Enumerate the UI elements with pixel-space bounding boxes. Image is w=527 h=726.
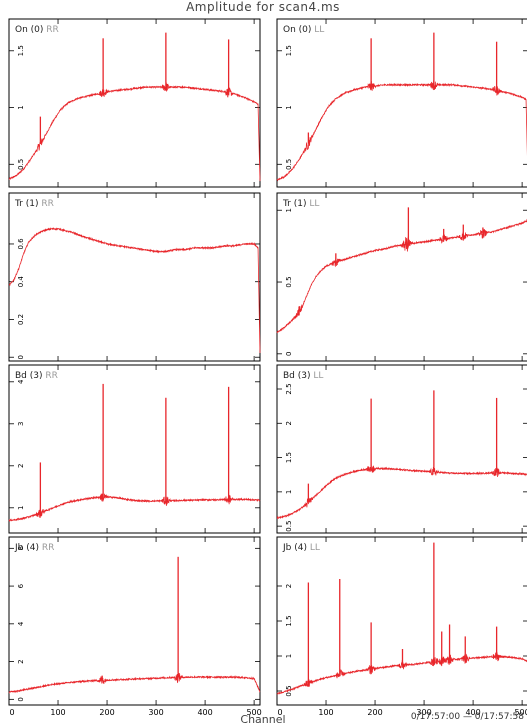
y-tick-label: 8: [17, 546, 25, 550]
y-tick-label: 2.5: [285, 383, 293, 394]
panel-title-antenna: On (0): [15, 25, 46, 35]
panel-frame: [8, 364, 261, 534]
y-tick-label: 0.4: [17, 276, 25, 288]
y-tick-label: 2: [285, 421, 293, 425]
chart-panel: 0 0.5 1Tr (1) LL: [276, 192, 527, 362]
panel-title-antenna: Bd (3): [283, 371, 313, 381]
y-tick-label: 3: [17, 422, 25, 426]
chart-panel: 0.5 1 1.5 2 2.5 Bd (3) LL: [276, 364, 527, 534]
amplitude-line: [276, 218, 527, 334]
x-tick-label: 400: [465, 708, 480, 717]
panel-title-correlation: LL: [313, 371, 323, 381]
panel-grid: 0.511.5On (0) RR0.511.5On (0) LL00.20.40…: [8, 18, 527, 717]
x-tick-label: 100: [318, 708, 333, 717]
panel-frame: [276, 192, 527, 362]
panel-title: Tr (1) RR: [14, 199, 54, 209]
time-range-label: 0/17:57:00 — 0/17:57:58: [411, 712, 524, 722]
panel-frame: [276, 18, 527, 188]
y-tick-label: 0.5: [285, 276, 293, 287]
panel-title: On (0) LL: [283, 25, 324, 35]
panel-title-correlation: RR: [45, 371, 58, 381]
panel-title-correlation: LL: [314, 25, 324, 35]
y-tick-label: 1: [285, 208, 293, 212]
y-tick-label: 0.6: [17, 238, 25, 250]
x-tick-label: 300: [148, 708, 163, 717]
panel-title: Jb (4) LL: [282, 543, 320, 553]
y-tick-label: 1: [17, 506, 25, 510]
x-tick-label: 300: [416, 708, 431, 717]
x-tick-label: 400: [197, 708, 212, 717]
y-tick-label: 0: [17, 355, 25, 359]
panel-title-antenna: Jb (4): [14, 543, 42, 553]
y-tick-label: 2: [285, 584, 293, 588]
panel-frame: [8, 192, 261, 362]
panel-title: On (0) RR: [15, 25, 59, 35]
panel-title: Bd (3) RR: [15, 371, 58, 381]
y-tick-label: 1.5: [285, 615, 293, 626]
panel-title-antenna: Tr (1): [282, 199, 309, 209]
y-tick-label: 1.5: [285, 452, 293, 463]
figure-title: Amplitude for scan4.ms: [186, 0, 340, 14]
amplitude-line: [8, 82, 261, 182]
y-tick-label: 0: [285, 352, 293, 356]
y-tick-label: 1.5: [17, 45, 25, 56]
x-tick-label: 0: [9, 708, 14, 717]
y-tick-label: 2: [17, 659, 25, 663]
chart-panel: 0.511.520100200300400500Jb (4) LL: [276, 536, 527, 717]
y-tick-label: 1: [285, 490, 293, 494]
y-tick-label: 1: [285, 105, 293, 109]
panel-title-antenna: Tr (1): [14, 199, 41, 209]
panel-frame: [8, 18, 261, 188]
x-tick-label: 100: [50, 708, 65, 717]
x-tick-label: 500: [246, 708, 261, 717]
panel-title-correlation: RR: [41, 199, 54, 209]
panel-frame: [276, 536, 527, 706]
y-tick-label: 0: [17, 697, 25, 701]
y-tick-label: 0.5: [285, 521, 293, 532]
amplitude-line: [8, 227, 261, 353]
amplitude-line: [276, 651, 527, 695]
x-axis-label: Channel: [240, 713, 285, 726]
panel-title-correlation: LL: [310, 543, 320, 553]
x-tick-label: 0: [277, 708, 282, 717]
x-tick-label: 200: [367, 708, 382, 717]
x-tick-label: 500: [514, 708, 527, 717]
panel-title: Tr (1) LL: [282, 199, 319, 209]
panel-title-correlation: LL: [309, 199, 319, 209]
chart-panel: 1 2 3 4Bd (3) RR: [8, 364, 261, 534]
chart-panel: 0.5 1 1.5 On (0) RR: [8, 18, 261, 188]
panel-title: Jb (4) RR: [14, 543, 54, 553]
amplitude-line: [276, 463, 527, 519]
panel-title-correlation: RR: [46, 25, 59, 35]
panel-title-antenna: On (0): [283, 25, 314, 35]
chart-panel: 0 0.2 0.4 0.6 Tr (1) RR: [8, 192, 261, 362]
panel-title-correlation: RR: [42, 543, 55, 553]
panel-frame: [8, 536, 261, 706]
y-tick-label: 1.5: [285, 45, 293, 56]
panel-title: Bd (3) LL: [283, 371, 323, 381]
amplitude-line: [8, 493, 261, 523]
y-tick-label: 1: [285, 654, 293, 658]
y-tick-label: 0.5: [285, 159, 293, 170]
x-tick-label: 200: [99, 708, 114, 717]
y-tick-label: 4: [17, 621, 25, 626]
y-tick-label: 4: [17, 379, 25, 384]
y-tick-label: 1: [17, 105, 25, 109]
panel-title-antenna: Jb (4): [282, 543, 310, 553]
panel-title-antenna: Bd (3): [15, 371, 45, 381]
y-tick-label: 0.2: [17, 314, 25, 325]
chart-panel: 0 2 4 6 8 0 100 200 300 400 500 Jb (4) RR: [8, 536, 262, 717]
y-tick-label: 0.5: [17, 159, 25, 170]
y-tick-label: 2: [17, 464, 25, 468]
y-tick-label: 6: [17, 583, 25, 588]
chart-panel: 0.5 1 1.5 On (0) LL: [276, 18, 527, 188]
amplitude-line: [276, 80, 527, 182]
amplitude-line: [8, 672, 261, 694]
panel-frame: [276, 364, 527, 534]
